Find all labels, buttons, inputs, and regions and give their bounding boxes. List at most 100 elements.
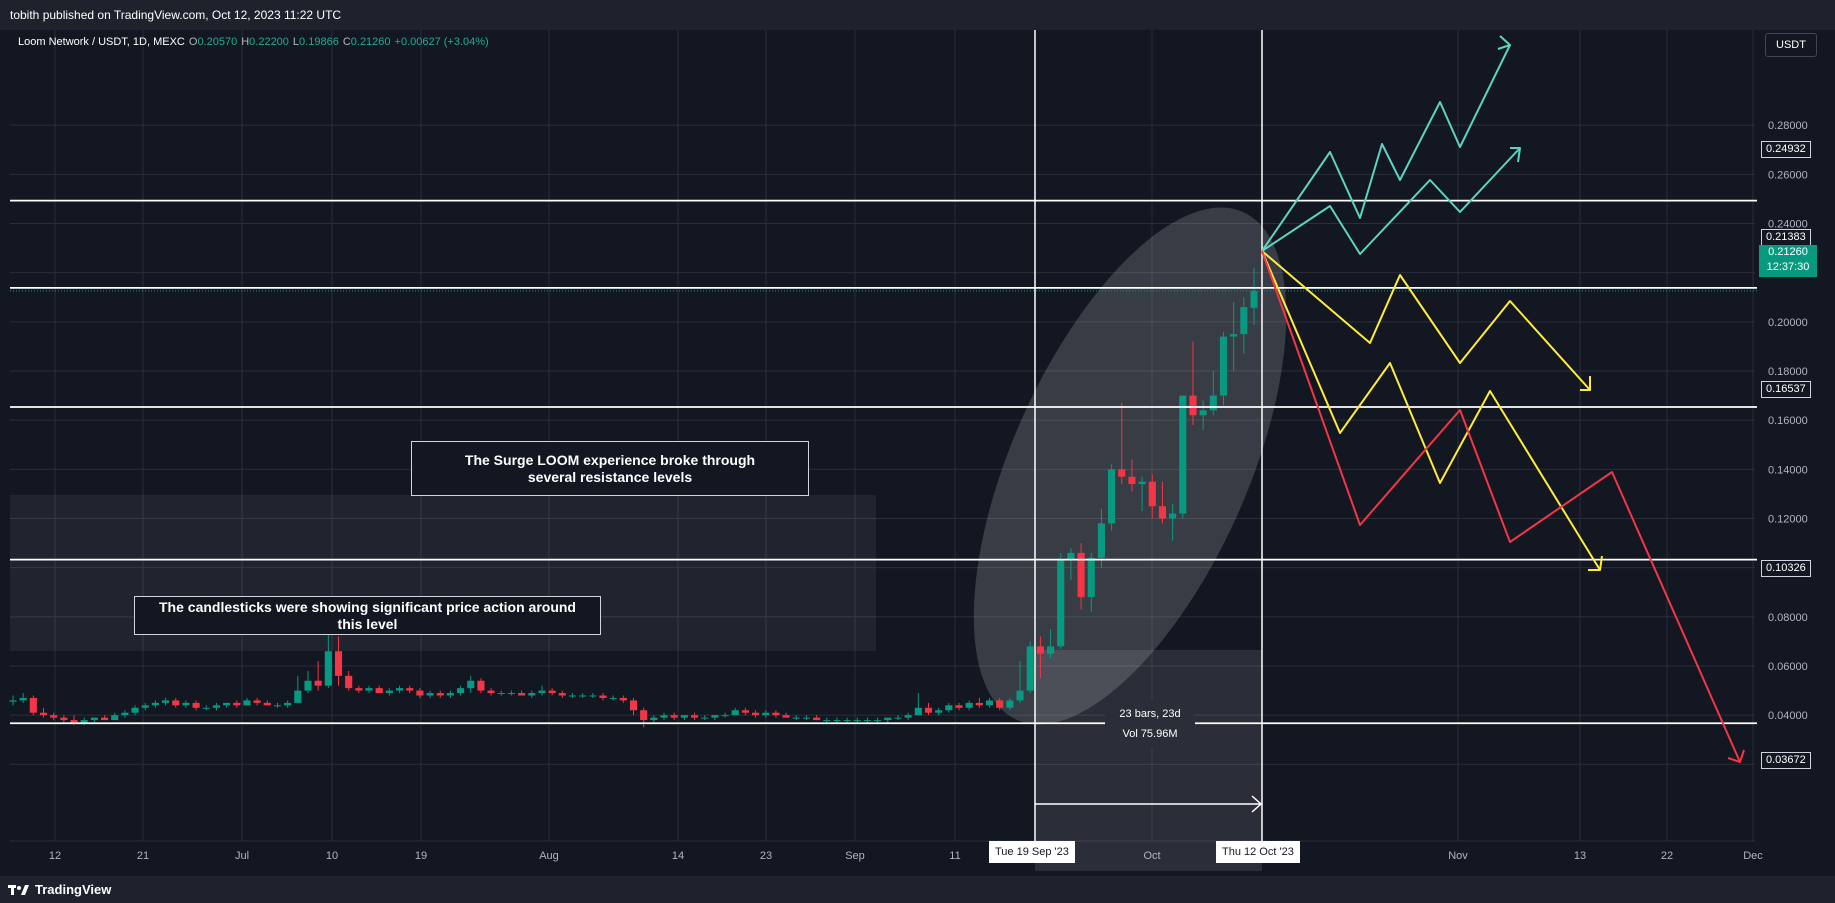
x-tick-label: 23 [760,850,772,862]
candle [945,702,953,713]
projection-yellow-low-head [1588,555,1603,571]
candle-body [1016,690,1024,701]
candle [406,685,414,694]
range-end-date: Thu 12 Oct '23 [1216,841,1300,863]
candle-body [701,717,709,719]
change-value: +0.00627 (+3.04%) [394,36,489,48]
candle [375,685,383,694]
candle [843,717,851,723]
footer-bar: TradingView [0,876,1835,903]
candle [60,715,68,723]
level-tag-2: 0.16537 [1761,381,1811,398]
y-tick-label: 0.08000 [1768,612,1808,624]
candle-body [334,651,343,676]
candle-body [884,717,892,721]
candle [457,685,465,696]
candle [629,697,638,716]
candle [1036,636,1044,679]
projection-cyan-high [1261,44,1511,252]
candle-body [1118,469,1126,477]
candle-body [762,712,770,716]
candle-body [802,717,810,719]
candle [731,707,739,716]
candle-body [924,707,933,713]
candle [111,712,119,721]
candle-body [151,702,159,706]
y-tick-label: 0.24000 [1768,219,1808,231]
candle-body [670,715,678,718]
candle-body [741,710,749,713]
candle-body [1138,481,1146,485]
candle-body [50,715,58,718]
candle [263,700,271,706]
candle [660,712,668,721]
y-tick-label: 0.16000 [1768,415,1808,427]
candle-body [680,715,688,718]
candle [589,693,597,698]
last-price-tag: 0.21260 12:37:30 [1759,245,1817,277]
candle-body [497,693,505,695]
candle-body [365,688,373,691]
range-stats: 23 bars, 23d Vol 75.96M [1105,701,1195,747]
candle-body [345,675,353,689]
candle-body [212,705,221,708]
y-tick-label: 0.18000 [1768,366,1808,378]
candle [680,715,688,721]
candle [497,690,505,696]
candle [39,707,48,718]
candle [609,695,617,701]
candle [1209,371,1217,416]
candle [1148,474,1156,519]
candle [1250,267,1258,326]
candle-body [457,688,465,694]
candle [1006,697,1014,711]
candle [1057,552,1065,649]
candle-body [507,693,515,695]
range-start-date: Tue 19 Sep '23 [989,841,1075,863]
candle [1230,302,1238,372]
candle-body [121,712,129,716]
candle-body [955,705,963,708]
tradingview-logo[interactable]: TradingView [8,882,111,897]
candles-annotation[interactable]: The candlesticks were showing significan… [134,596,601,635]
candle-body [1158,506,1167,519]
candle [752,710,760,718]
surge-annotation-text: The Surge LOOM experience broke through … [464,451,756,485]
candle [1179,395,1187,519]
candle-body [1067,552,1075,561]
candle [782,712,790,718]
candle-body [1087,557,1095,598]
candle [874,717,882,723]
candle-body [660,715,668,718]
candle [1169,503,1177,541]
candle [314,661,322,691]
candle-body [202,707,210,709]
candle-body [60,717,68,721]
candle [965,700,973,711]
candle-body [721,715,729,717]
candle-body [80,720,88,723]
y-tick-label: 0.14000 [1768,464,1808,476]
candle-body [1230,334,1238,337]
candle [792,715,800,721]
open-value: 0.20570 [197,36,238,48]
candle [935,707,943,716]
range-bars: 23 bars, 23d [1119,708,1181,720]
surge-annotation[interactable]: The Surge LOOM experience broke through … [411,441,809,496]
candle [426,690,434,698]
level-tag-3: 0.10326 [1761,560,1811,577]
chart-canvas[interactable]: 0.020000.040000.060000.080000.100000.120… [0,30,1835,876]
candle [528,690,536,698]
candle [813,715,821,721]
candle-body [548,690,556,694]
candle [243,697,251,706]
candle-body [711,715,719,718]
currency-button[interactable]: USDT [1765,33,1817,57]
candle-body [1097,523,1105,558]
candle [100,715,109,721]
candle [1240,297,1248,354]
candle-body [436,693,444,696]
candle-body [162,700,170,703]
candle-body [375,688,383,694]
candle-body [284,702,292,706]
